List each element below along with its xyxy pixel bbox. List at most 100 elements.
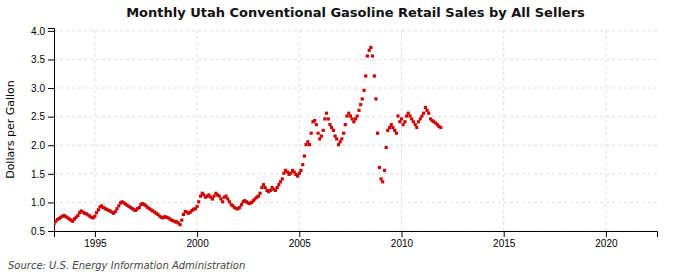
point <box>420 114 423 117</box>
point <box>333 134 336 137</box>
point <box>138 206 141 209</box>
point <box>405 114 408 117</box>
point <box>378 166 381 169</box>
y-tick-label: 0.5 <box>31 226 45 237</box>
point <box>328 123 331 126</box>
grid-line-y <box>54 59 657 60</box>
point <box>308 143 311 146</box>
x-tick-mark <box>197 231 198 237</box>
y-tick: 1.5 <box>31 169 54 180</box>
y-tick-label: 1.0 <box>31 197 45 208</box>
grid-line-y <box>54 173 657 174</box>
x-tick: 2010 <box>391 231 414 249</box>
point <box>269 189 272 192</box>
point <box>226 197 229 200</box>
point <box>391 126 394 129</box>
point <box>179 223 182 226</box>
point <box>240 203 243 206</box>
point <box>427 112 430 115</box>
point <box>352 120 355 123</box>
point <box>318 137 321 140</box>
point <box>182 213 185 216</box>
x-tick-label: 2005 <box>289 238 312 249</box>
grid-line-y <box>54 30 657 31</box>
point <box>218 195 221 198</box>
point <box>114 210 117 213</box>
point <box>371 54 374 57</box>
point <box>279 180 282 183</box>
y-tick: 2.0 <box>31 140 54 151</box>
point <box>425 109 428 112</box>
chart: 1995200020052010201520200.51.01.52.02.53… <box>0 0 675 275</box>
point <box>330 126 333 129</box>
point <box>361 97 364 100</box>
point <box>335 137 338 140</box>
point <box>298 172 301 175</box>
point <box>296 175 299 178</box>
grid-line-x <box>605 28 606 231</box>
point <box>304 143 307 146</box>
grid-line-y <box>54 116 657 117</box>
grid-line-y <box>54 145 657 146</box>
point <box>262 183 265 186</box>
y-tick-label: 1.5 <box>31 169 45 180</box>
point <box>322 129 325 132</box>
grid <box>54 28 657 231</box>
point <box>402 123 405 126</box>
point <box>363 89 366 92</box>
point <box>315 123 318 126</box>
point <box>388 126 391 129</box>
point <box>356 114 359 117</box>
point <box>415 126 418 129</box>
y-tick-mark <box>48 231 54 232</box>
x-axis: 199520002005201020152020 <box>55 231 658 249</box>
point <box>395 132 398 135</box>
point <box>414 123 417 126</box>
point <box>366 54 369 57</box>
point <box>199 195 202 198</box>
y-tick-mark <box>48 59 54 60</box>
point <box>325 112 328 115</box>
point <box>364 74 367 77</box>
point <box>390 123 393 126</box>
y-tick-label: 3.5 <box>31 54 45 65</box>
point <box>345 114 348 117</box>
point <box>386 129 389 132</box>
point <box>258 192 261 195</box>
point <box>225 195 228 198</box>
x-tick: 2020 <box>595 231 618 249</box>
y-tick-label: 2.0 <box>31 140 45 151</box>
point <box>303 155 306 158</box>
grid-line-x <box>503 28 504 231</box>
x-tick: 2015 <box>493 231 516 249</box>
y-tick: 4.0 <box>31 26 54 37</box>
y-axis: 0.51.01.52.02.53.03.54.0 <box>31 26 54 237</box>
y-tick-mark <box>48 31 54 32</box>
point <box>376 132 379 135</box>
y-tick: 0.5 <box>31 226 54 237</box>
point <box>219 197 222 200</box>
point <box>299 169 302 172</box>
x-tick-label: 2020 <box>595 238 618 249</box>
y-tick-mark <box>48 145 54 146</box>
point <box>350 117 353 120</box>
point <box>347 112 350 115</box>
point <box>339 140 342 143</box>
point <box>359 103 362 106</box>
x-tick-mark <box>299 231 300 237</box>
point <box>357 109 360 112</box>
x-tick-mark <box>606 231 607 237</box>
point <box>439 126 442 129</box>
point <box>117 204 120 207</box>
y-axis-title: Dollars per Gallon <box>4 80 17 179</box>
x-tick-mark <box>401 231 402 237</box>
point <box>317 132 320 135</box>
point <box>211 197 214 200</box>
point <box>323 117 326 120</box>
y-tick-label: 2.5 <box>31 111 45 122</box>
grid-line-x <box>401 28 402 231</box>
y-tick: 3.5 <box>31 54 54 65</box>
point <box>320 134 323 137</box>
y-tick-label: 4.0 <box>31 26 45 37</box>
point <box>301 163 304 166</box>
